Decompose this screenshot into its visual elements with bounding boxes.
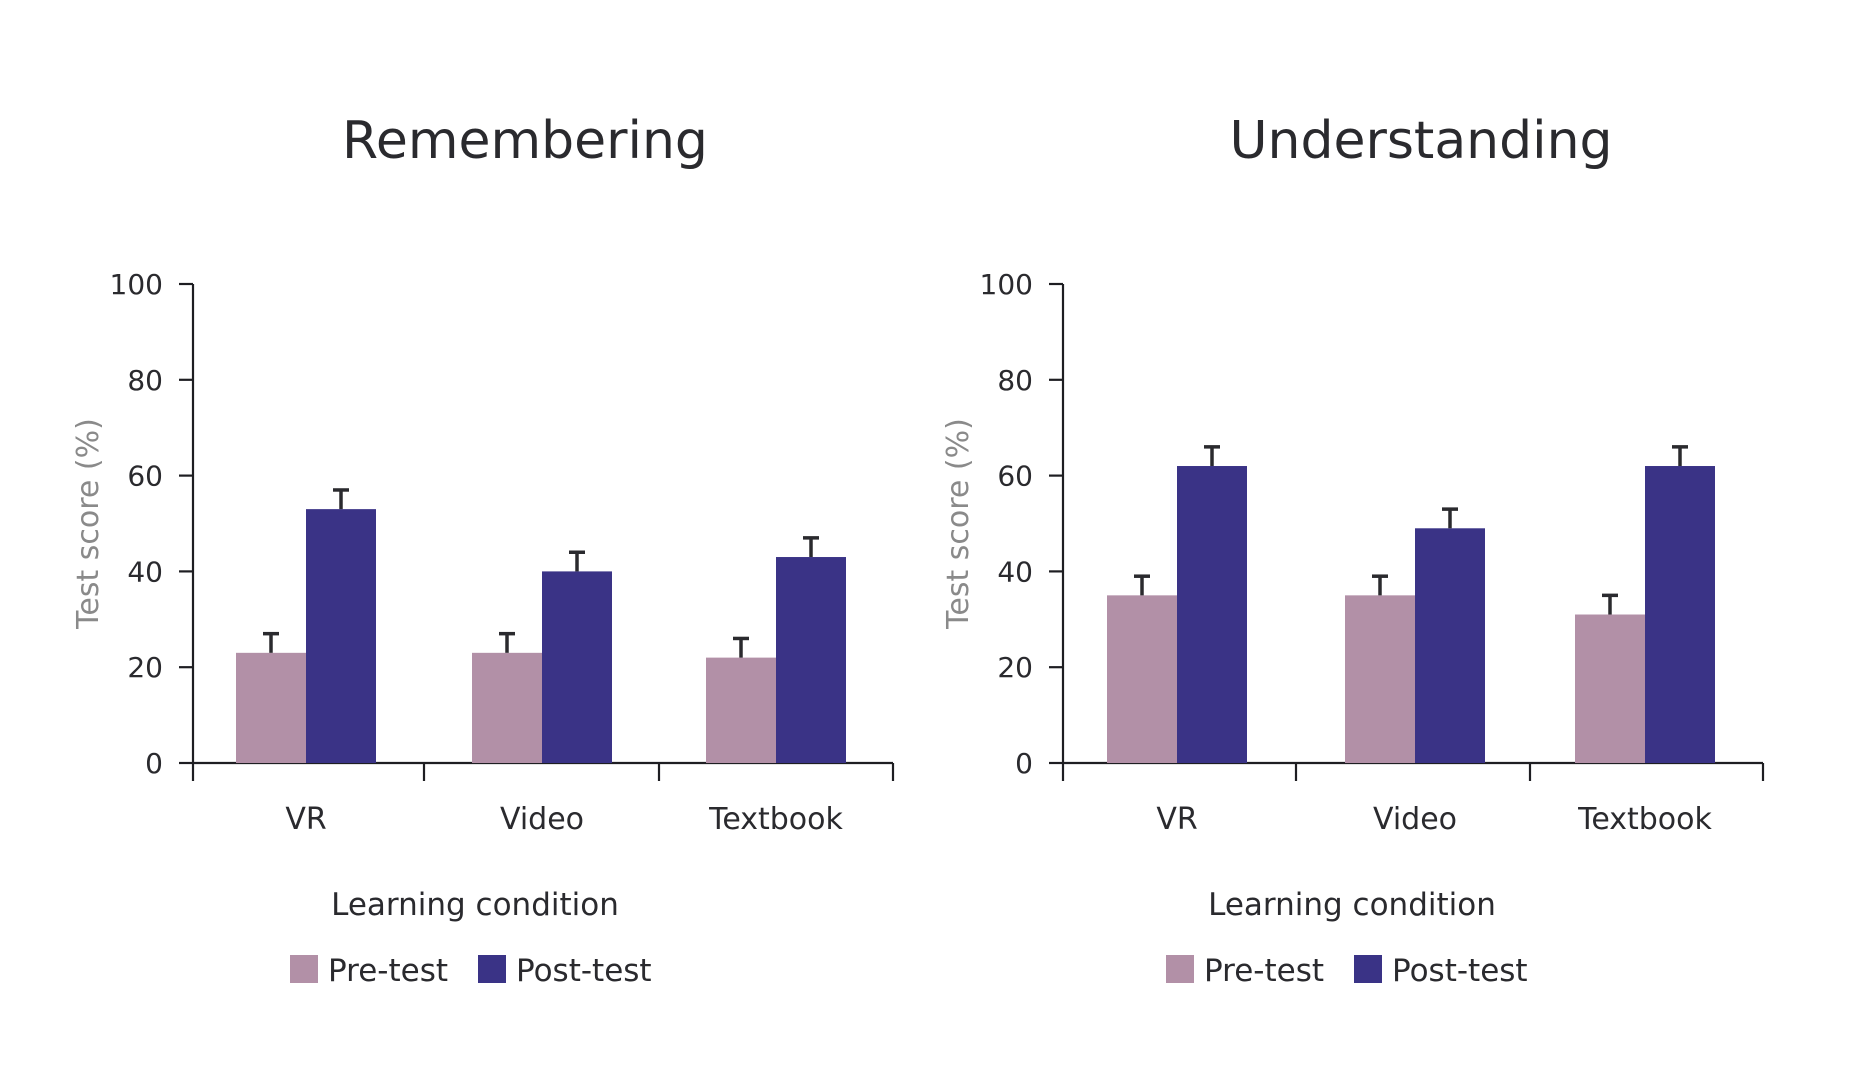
x-axis-label: Learning condition — [331, 887, 619, 923]
x-tick-label: VR — [1156, 802, 1197, 837]
bar-pre-test-video — [1345, 595, 1415, 763]
x-tick-label: VR — [285, 802, 326, 837]
y-tick-label: 80 — [997, 364, 1033, 397]
x-tick-label: Video — [500, 802, 584, 837]
y-tick-label: 100 — [110, 268, 163, 301]
x-axis-label: Learning condition — [1208, 887, 1496, 923]
y-tick-label: 60 — [127, 460, 163, 493]
y-tick-label: 0 — [1015, 747, 1033, 780]
x-tick-label: Video — [1373, 802, 1457, 837]
bar-pre-test-video — [472, 652, 542, 763]
bar-post-test-textbook — [1645, 466, 1715, 763]
legend-swatch — [1166, 955, 1194, 983]
bar-post-test-vr — [306, 509, 376, 763]
legend-label: Post-test — [516, 953, 652, 989]
chart-title: Understanding — [1229, 111, 1612, 171]
bar-pre-test-vr — [1107, 595, 1177, 763]
y-tick-label: 0 — [145, 747, 163, 780]
y-tick-label: 40 — [997, 555, 1033, 588]
x-tick-label: Textbook — [708, 802, 843, 837]
bar-pre-test-textbook — [1575, 614, 1645, 763]
y-tick-label: 80 — [127, 364, 163, 397]
chart-panel-1: Remembering 0 20 40 60 80 100 VR Video Textbook Te… — [71, 111, 895, 989]
y-tick-label: 60 — [997, 460, 1033, 493]
legend-label: Pre-test — [1204, 953, 1324, 989]
legend-label: Pre-test — [328, 953, 448, 989]
legend-swatch — [290, 955, 318, 983]
y-tick-label: 20 — [127, 651, 163, 684]
bar-post-test-video — [1415, 528, 1485, 763]
chart-panel-2: Understanding 0 20 40 60 80 100 VR Video Textbook… — [941, 111, 1765, 989]
y-tick-label: 40 — [127, 555, 163, 588]
bar-pre-test-textbook — [706, 657, 776, 763]
y-axis-label: Test score (%) — [941, 418, 976, 630]
x-tick-label: Textbook — [1577, 802, 1712, 837]
y-axis-label: Test score (%) — [71, 418, 106, 630]
bar-post-test-video — [542, 571, 612, 763]
chart-title: Remembering — [342, 111, 708, 171]
bar-pre-test-vr — [236, 652, 306, 763]
y-tick-label: 100 — [980, 268, 1033, 301]
legend-swatch — [1354, 955, 1382, 983]
legend-label: Post-test — [1392, 953, 1528, 989]
bar-post-test-vr — [1177, 466, 1247, 763]
y-tick-label: 20 — [997, 651, 1033, 684]
legend-swatch — [478, 955, 506, 983]
bar-post-test-textbook — [776, 557, 846, 763]
